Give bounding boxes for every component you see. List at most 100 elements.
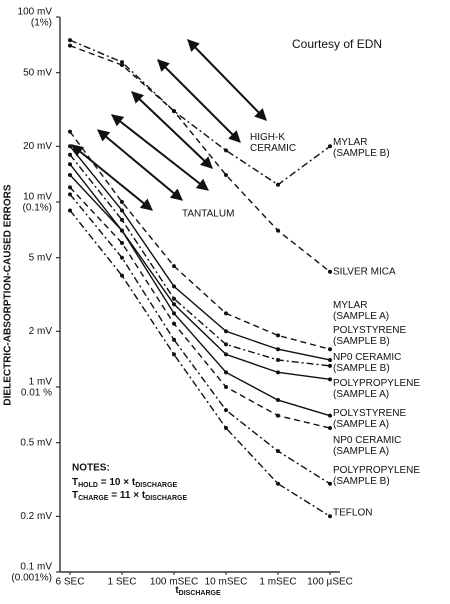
data-point	[328, 144, 332, 149]
data-point	[68, 208, 72, 213]
x-tick-label: 10 mSEC	[205, 577, 248, 588]
x-tick-label: 1 mSEC	[259, 577, 296, 588]
data-point	[276, 398, 280, 403]
data-point	[224, 370, 228, 375]
data-point	[68, 162, 72, 167]
data-point	[276, 370, 280, 375]
data-point	[172, 311, 176, 316]
series-line	[69, 163, 331, 381]
y-tick-label: 0.5 mV	[20, 437, 52, 448]
data-point	[68, 144, 72, 149]
y-tick-label: 0.1 mV	[20, 562, 52, 573]
note-sub: HOLD	[78, 482, 98, 489]
note-sub: CHARGE	[78, 495, 109, 502]
series-label: POLYPROPYLENE (SAMPLE B)	[333, 465, 420, 487]
y-tick-label: 0.2 mV	[20, 511, 52, 522]
y-tick-label: 20 mV	[23, 141, 52, 152]
notes-title: NOTES:	[72, 463, 110, 474]
x-axis-label-main: t	[175, 585, 179, 596]
series-label: MYLAR (SAMPLE A)	[333, 300, 389, 322]
data-point	[68, 129, 72, 134]
x-tick-label: 100 mSEC	[150, 577, 198, 588]
data-point	[224, 408, 228, 413]
data-point	[276, 182, 280, 187]
x-tick-label: 1 SEC	[108, 577, 137, 588]
data-point	[120, 273, 124, 278]
series-label: POLYSTYRENE (SAMPLE A)	[333, 408, 406, 430]
x-axis-label-sub: DISCHARGE	[179, 590, 221, 597]
series-label: TEFLON	[333, 508, 372, 519]
data-point	[120, 217, 124, 222]
data-point	[68, 192, 72, 197]
y-tick-label: 1 mV	[29, 377, 53, 388]
series-line	[69, 154, 331, 367]
data-point	[328, 413, 332, 418]
data-point	[172, 284, 176, 289]
y-tick-note: (1%)	[31, 18, 52, 29]
data-point	[120, 208, 124, 213]
data-point	[120, 255, 124, 260]
y-tick-note: (0.1%)	[23, 203, 52, 214]
data-point	[328, 426, 332, 431]
data-point	[224, 329, 228, 334]
data-point	[276, 481, 280, 486]
arrows	[71, 39, 267, 211]
data-point	[172, 296, 176, 301]
data-point	[68, 43, 72, 48]
data-point	[276, 449, 280, 454]
data-point	[172, 352, 176, 357]
data-point	[172, 337, 176, 342]
credit: Courtesy of EDN	[292, 37, 382, 51]
data-point	[328, 363, 332, 368]
y-tick-label: 50 mV	[23, 67, 52, 78]
data-point	[68, 152, 72, 157]
x-tick-label: 100 µSEC	[307, 577, 353, 588]
data-point	[224, 148, 228, 153]
data-point	[328, 347, 332, 352]
y-tick-label: 10 mV	[23, 192, 52, 203]
series-label: MYLAR (SAMPLE B)	[333, 137, 390, 159]
data-point	[276, 357, 280, 362]
series-label: POLYPROPYLENE (SAMPLE A)	[333, 378, 420, 400]
annotation: HIGH-K CERAMIC	[250, 132, 296, 154]
data-point	[68, 38, 72, 43]
data-point	[328, 357, 332, 362]
series-line	[69, 131, 331, 350]
data-point	[120, 228, 124, 233]
y-tick-note: 0.01 %	[21, 388, 52, 399]
series-line	[69, 45, 331, 273]
data-point	[328, 481, 332, 486]
series-label: POLYSTYRENE (SAMPLE B)	[333, 325, 406, 347]
series-label: NP0 CERAMIC (SAMPLE A)	[333, 435, 401, 457]
arrow	[187, 39, 267, 121]
y-tick-note: (0.001%)	[11, 573, 52, 584]
data-point	[120, 200, 124, 204]
note: TCHARGE = 11 × tDISCHARGE	[72, 490, 187, 502]
data-point	[224, 342, 228, 347]
data-point	[68, 185, 72, 190]
data-point	[276, 413, 280, 418]
data-point	[172, 264, 176, 269]
y-tick-label: 5 mV	[29, 252, 53, 263]
note-sub: DISCHARGE	[145, 495, 187, 502]
data-point	[276, 228, 280, 233]
data-point	[224, 385, 228, 389]
series-label: NP0 CERAMIC (SAMPLE B)	[333, 352, 401, 374]
arrow	[97, 129, 183, 201]
data-point	[172, 321, 176, 326]
data-point	[224, 172, 228, 177]
series-label: SILVER MICA	[333, 267, 396, 278]
data-point	[224, 426, 228, 431]
arrow	[71, 144, 153, 211]
data-point	[172, 109, 176, 114]
x-axis-label: tDISCHARGE	[175, 585, 221, 597]
data-point	[120, 241, 124, 246]
series-line	[69, 174, 331, 417]
data-point	[120, 60, 124, 65]
data-point	[328, 377, 332, 382]
y-tick-label: 100 mV	[18, 7, 53, 18]
data-point	[328, 514, 332, 519]
data-point	[328, 269, 332, 274]
